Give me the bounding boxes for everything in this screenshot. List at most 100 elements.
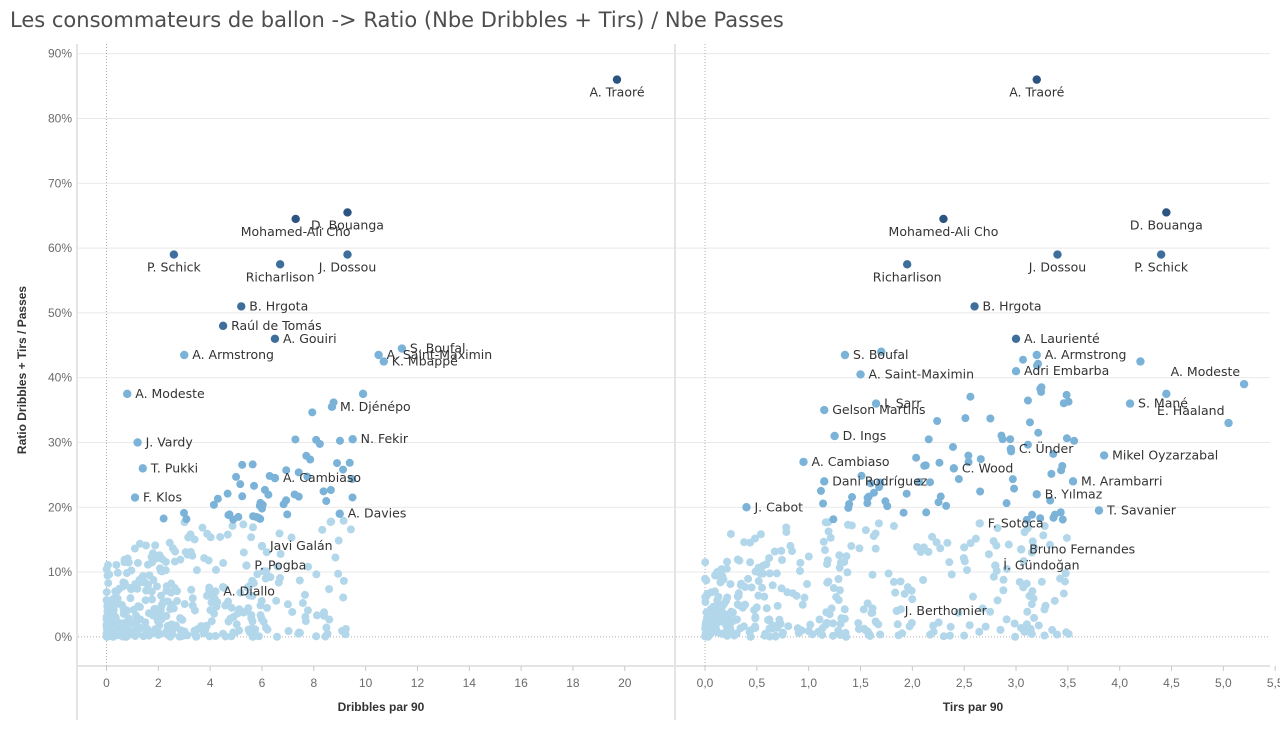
- data-point-labeled: [1239, 379, 1249, 389]
- data-point: [960, 631, 969, 640]
- data-point: [847, 542, 856, 551]
- data-point: [1002, 564, 1011, 573]
- data-point: [253, 570, 262, 579]
- point-label: A. Traoré: [1009, 85, 1064, 100]
- point-label: F. Klos: [143, 490, 182, 505]
- data-point: [993, 596, 1002, 605]
- data-point: [1062, 434, 1071, 443]
- x-tick-label: 3,5: [1060, 676, 1077, 690]
- data-point: [306, 455, 315, 464]
- data-point-labeled: [871, 399, 881, 408]
- data-point: [744, 574, 753, 583]
- data-point-labeled: [820, 405, 829, 415]
- data-point: [829, 631, 838, 640]
- data-point: [751, 613, 760, 622]
- data-point: [151, 625, 160, 634]
- data-point: [778, 630, 787, 639]
- data-point: [1034, 621, 1043, 630]
- data-point: [211, 565, 220, 574]
- data-point: [965, 621, 974, 630]
- data-point: [1010, 619, 1019, 628]
- x-tick-label: 20: [618, 676, 632, 690]
- data-point: [141, 541, 150, 550]
- data-point: [227, 603, 236, 612]
- data-point: [903, 583, 912, 592]
- data-point: [770, 547, 779, 556]
- data-point: [861, 626, 870, 635]
- data-point: [135, 539, 144, 548]
- data-point: [1040, 631, 1049, 640]
- point-label: Richarlison: [873, 269, 942, 284]
- data-point: [198, 523, 207, 532]
- point-label: A. Modeste: [1171, 364, 1241, 379]
- data-point: [254, 514, 263, 523]
- data-point: [861, 526, 870, 535]
- data-point: [223, 530, 232, 539]
- data-point-labeled: [343, 250, 352, 259]
- data-point: [147, 595, 156, 604]
- point-label: A. Cambiaso: [283, 470, 361, 485]
- data-point: [912, 453, 921, 462]
- data-point: [1002, 499, 1011, 508]
- data-point: [721, 619, 730, 628]
- data-point: [301, 590, 310, 599]
- data-point: [765, 569, 774, 578]
- data-point: [168, 544, 177, 553]
- data-point: [188, 594, 197, 603]
- data-point: [842, 552, 851, 561]
- point-label: A. Diallo: [223, 583, 275, 598]
- data-point: [792, 591, 801, 600]
- data-point: [738, 603, 747, 612]
- data-point: [915, 478, 924, 487]
- data-point: [757, 583, 766, 592]
- data-point: [869, 488, 878, 497]
- data-point: [272, 596, 281, 605]
- data-point: [247, 614, 256, 623]
- data-point: [795, 566, 804, 575]
- data-point: [229, 612, 238, 621]
- data-point: [334, 536, 343, 545]
- x-tick-label: 3,0: [1008, 676, 1025, 690]
- data-point: [701, 629, 710, 638]
- data-point: [1026, 624, 1035, 633]
- data-point: [975, 627, 984, 636]
- data-point: [173, 597, 182, 606]
- data-point-labeled: [291, 214, 300, 224]
- data-point: [213, 494, 222, 503]
- data-point: [202, 621, 211, 630]
- data-point: [874, 519, 883, 528]
- data-point: [777, 556, 786, 565]
- data-point: [113, 568, 122, 577]
- data-point: [133, 558, 142, 567]
- data-point: [863, 599, 872, 608]
- data-point: [192, 632, 201, 641]
- data-point: [159, 514, 168, 523]
- point-label: P. Schick: [1134, 260, 1189, 275]
- data-point: [1047, 469, 1056, 478]
- data-point: [205, 586, 214, 595]
- data-point: [1034, 428, 1043, 437]
- data-point: [152, 582, 161, 591]
- data-point: [140, 631, 149, 640]
- data-point: [334, 569, 343, 578]
- data-point: [946, 622, 955, 631]
- data-point: [701, 558, 710, 567]
- data-point: [207, 617, 216, 626]
- data-point-labeled: [343, 208, 352, 217]
- data-point: [132, 611, 141, 620]
- data-point: [186, 530, 195, 539]
- data-point: [130, 544, 139, 553]
- data-point: [876, 630, 885, 639]
- data-point: [284, 627, 293, 636]
- data-point: [206, 606, 215, 615]
- data-point: [1034, 359, 1043, 368]
- data-point: [746, 626, 755, 635]
- data-point: [859, 605, 868, 614]
- data-point: [986, 607, 995, 616]
- data-point: [847, 521, 856, 530]
- data-point-labeled: [1156, 250, 1166, 259]
- data-point: [782, 523, 791, 532]
- data-point: [798, 600, 807, 609]
- data-point: [992, 541, 1001, 550]
- data-point: [1045, 540, 1054, 549]
